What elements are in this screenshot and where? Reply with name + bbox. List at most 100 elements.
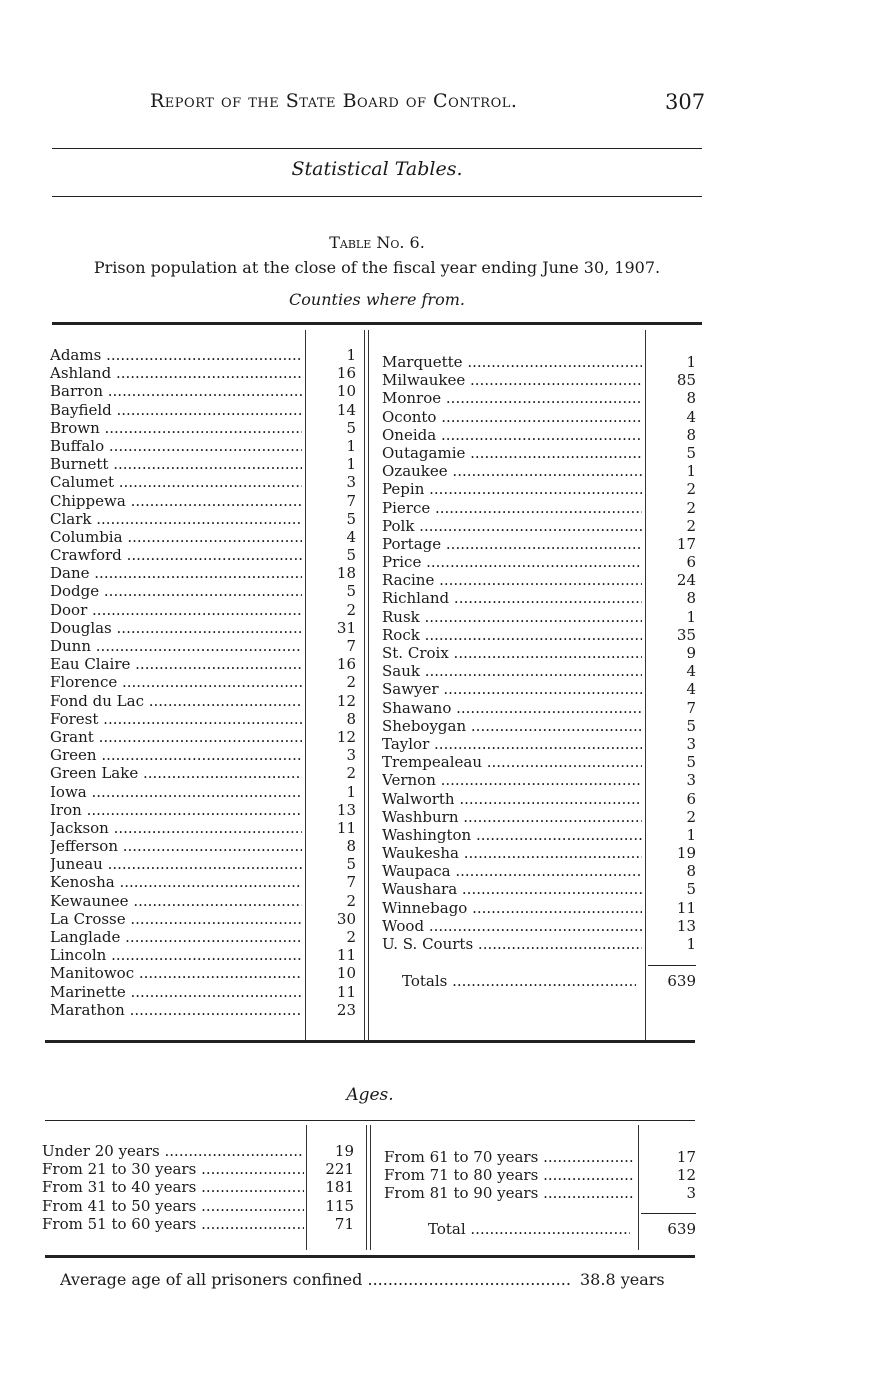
row-value: 7: [346, 491, 356, 510]
table-row: Pepin 2: [382, 480, 696, 498]
row-label: Richland: [382, 589, 642, 607]
table-row: Shawano 7: [382, 699, 696, 717]
row-value: 3: [346, 473, 356, 492]
row-value: 24: [676, 571, 696, 590]
table-row: Kenosha 7: [50, 873, 356, 891]
row-label: Marinette: [50, 983, 302, 1001]
table-row: Waupaca 8: [382, 862, 696, 880]
row-label: Door: [50, 601, 302, 619]
row-label: Eau Claire: [50, 655, 302, 673]
table-row: Adams 1: [50, 346, 356, 364]
row-value: 5: [346, 582, 356, 601]
table-row: Marquette 1: [382, 353, 696, 371]
table-number: Table No. 6.: [329, 233, 425, 252]
counties-right-list: Marquette1Milwaukee85Monroe8Oconto4Oneid…: [382, 353, 696, 953]
column-rule: [366, 1125, 371, 1250]
row-value: 10: [336, 382, 356, 401]
row-value: 1: [686, 935, 696, 953]
row-label: Washburn: [382, 808, 642, 826]
row-value: 2: [346, 764, 356, 783]
row-value: 17: [676, 1148, 696, 1166]
ages-title: Ages.: [346, 1085, 394, 1105]
column-rule: [364, 330, 369, 1040]
table-row: Waukesha 19: [382, 844, 696, 862]
ages-total-row: Total 639: [428, 1220, 696, 1238]
row-label: Green Lake: [50, 764, 302, 782]
row-label: Calumet: [50, 473, 302, 491]
row-value: 13: [676, 916, 696, 935]
row-label: Walworth: [382, 790, 642, 808]
row-label: Iowa: [50, 783, 302, 801]
row-label: Chippewa: [50, 492, 302, 510]
table-row: Outagamie 5: [382, 444, 696, 462]
table-row: Grant 12: [50, 728, 356, 746]
table-row: Sawyer 4: [382, 680, 696, 698]
row-value: 11: [336, 982, 356, 1001]
row-value: 71: [334, 1214, 354, 1233]
row-label: Langlade: [50, 928, 302, 946]
table-row: From 31 to 40 years 181: [42, 1178, 354, 1196]
row-label: Waupaca: [382, 862, 642, 880]
row-label: Dunn: [50, 637, 302, 655]
row-value: 1: [686, 462, 696, 481]
row-label: Jefferson: [50, 837, 302, 855]
row-label: Ozaukee: [382, 462, 642, 480]
row-label: Racine: [382, 571, 642, 589]
row-label: Barron: [50, 382, 302, 400]
row-label: Kewaunee: [50, 892, 302, 910]
table-row: U. S. Courts 1: [382, 935, 696, 953]
column-rule: [638, 1125, 639, 1250]
table-row: Rock 35: [382, 626, 696, 644]
row-label: Under 20 years: [42, 1142, 304, 1160]
row-value: 1: [686, 825, 696, 844]
row-label: Taylor: [382, 735, 642, 753]
table-row: Iron 13: [50, 801, 356, 819]
row-value: 8: [686, 389, 696, 408]
row-label: From 71 to 80 years: [384, 1166, 634, 1184]
row-label: Iron: [50, 801, 302, 819]
row-value: 4: [686, 407, 696, 426]
table-row: Dunn 7: [50, 637, 356, 655]
table-row: Waushara 5: [382, 880, 696, 898]
ages-bottom-rule: [45, 1255, 695, 1258]
row-label: Douglas: [50, 619, 302, 637]
table-row: Calumet 3: [50, 473, 356, 491]
running-title: Report of the State Board of Control.: [150, 90, 518, 112]
table-row: Florence 2: [50, 673, 356, 691]
row-value: 8: [686, 589, 696, 608]
table-row: Dane 18: [50, 564, 356, 582]
table-row: Polk 2: [382, 517, 696, 535]
row-label: Portage: [382, 535, 642, 553]
row-value: 7: [346, 873, 356, 892]
row-label: Rusk: [382, 608, 642, 626]
ages-right-list: From 61 to 70 years17From 71 to 80 years…: [384, 1148, 696, 1203]
row-value: 6: [686, 553, 696, 572]
table-subtitle: Counties where from.: [289, 290, 465, 309]
row-value: 10: [336, 964, 356, 983]
row-label: Grant: [50, 728, 302, 746]
row-value: 8: [346, 837, 356, 856]
total-value: 639: [667, 1220, 696, 1238]
table-row: From 61 to 70 years 17: [384, 1148, 696, 1166]
row-value: 5: [686, 753, 696, 772]
table-row: Richland 8: [382, 589, 696, 607]
row-label: Rock: [382, 626, 642, 644]
table-row: Douglas 31: [50, 619, 356, 637]
row-label: Milwaukee: [382, 371, 642, 389]
table-bottom-rule: [45, 1040, 695, 1043]
counties-totals-row: Totals 639: [402, 972, 696, 990]
row-label: Outagamie: [382, 444, 642, 462]
row-label: Kenosha: [50, 873, 302, 891]
totals-value: 639: [667, 972, 696, 990]
divider: [52, 196, 702, 197]
row-value: 2: [686, 516, 696, 535]
table-row: Burnett 1: [50, 455, 356, 473]
row-label: Adams: [50, 346, 302, 364]
row-value: 7: [686, 698, 696, 717]
table-row: Green 3: [50, 746, 356, 764]
row-label: Pepin: [382, 480, 642, 498]
row-value: 30: [336, 909, 356, 928]
row-label: Dodge: [50, 582, 302, 600]
row-value: 2: [346, 673, 356, 692]
row-value: 85: [676, 371, 696, 390]
